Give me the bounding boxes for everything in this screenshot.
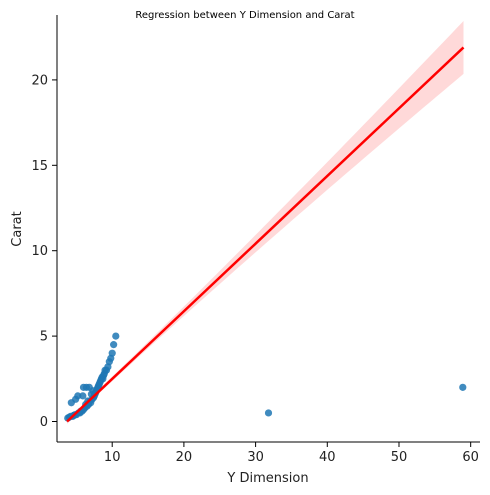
- x-tick-label: 30: [247, 450, 264, 465]
- y-tick-label: 20: [31, 73, 48, 88]
- y-ticks: 0 5 10 15 20: [31, 73, 57, 430]
- chart-title: Regression between Y Dimension and Carat: [135, 10, 354, 21]
- x-tick-label: 50: [391, 450, 408, 465]
- regression-line: [66, 46, 465, 423]
- data-point: [264, 409, 273, 417]
- x-ticks: 10 20 30 40 50 60: [104, 442, 479, 465]
- y-tick-label: 10: [31, 244, 48, 259]
- x-axis-label: Y Dimension: [226, 471, 308, 486]
- x-tick-label: 20: [176, 450, 193, 465]
- x-tick-label: 10: [104, 450, 121, 465]
- y-tick-label: 0: [40, 415, 48, 430]
- data-point: [108, 349, 116, 357]
- x-tick-label: 60: [462, 450, 479, 465]
- plot-area: [64, 20, 467, 424]
- data-point: [110, 341, 118, 349]
- y-tick-label: 5: [40, 330, 48, 345]
- data-point: [112, 332, 120, 340]
- y-axis-label: Carat: [10, 211, 25, 246]
- x-tick-label: 40: [319, 450, 336, 465]
- data-point: [459, 383, 467, 391]
- confidence-band: [67, 20, 464, 424]
- y-tick-label: 15: [31, 159, 48, 174]
- data-point: [74, 392, 82, 400]
- data-point: [79, 392, 87, 400]
